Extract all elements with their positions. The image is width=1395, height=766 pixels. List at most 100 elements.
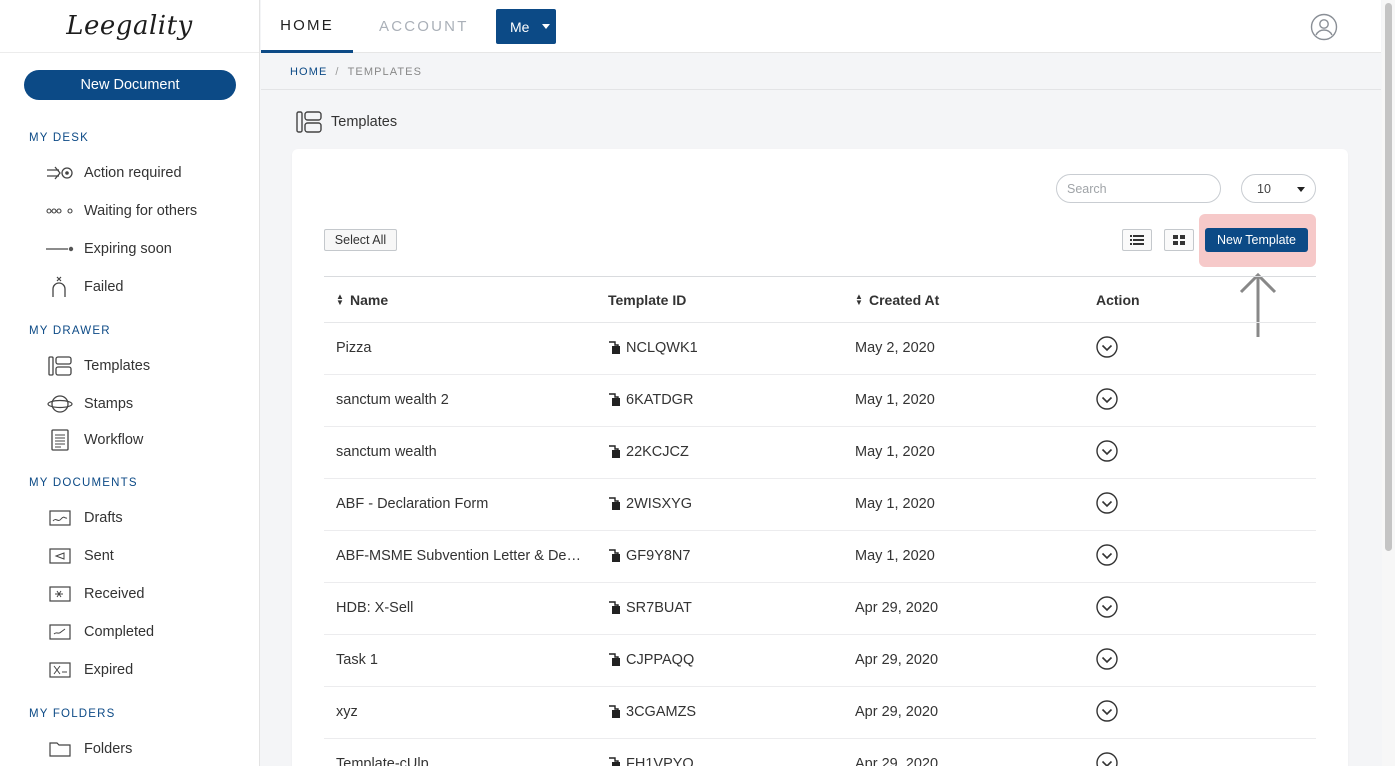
template-id-value: 3CGAMZS bbox=[626, 704, 697, 720]
sidebar-item-workflow[interactable]: Workflow bbox=[46, 429, 143, 451]
created-at: Apr 29, 2020 bbox=[855, 756, 939, 766]
copy-icon bbox=[609, 757, 620, 766]
breadcrumb-home[interactable]: HOME bbox=[290, 65, 328, 78]
sidebar-item-label: Templates bbox=[84, 358, 151, 374]
list-view-button[interactable] bbox=[1122, 229, 1152, 251]
header-label: Name bbox=[350, 292, 389, 308]
template-name[interactable]: Template-cUlp bbox=[336, 756, 429, 766]
arrow-target-icon bbox=[46, 162, 74, 184]
sidebar-item-templates[interactable]: Templates bbox=[46, 355, 150, 377]
folder-icon bbox=[46, 738, 74, 760]
table-row[interactable]: sanctum wealth 2 6KATDGR May 1, 2020 bbox=[324, 375, 1316, 427]
sidebar-item-sent[interactable]: Sent bbox=[46, 545, 114, 567]
template-name[interactable]: ABF - Declaration Form bbox=[336, 496, 489, 512]
sidebar-item-received[interactable]: Received bbox=[46, 583, 144, 605]
table-row[interactable]: Pizza NCLQWK1 May 2, 2020 bbox=[324, 323, 1316, 375]
header-label: Template ID bbox=[608, 292, 687, 308]
scrollbar[interactable] bbox=[1382, 0, 1395, 766]
table-header: ▲ ▼ Name Template ID ▲ ▼ Created At Action bbox=[324, 276, 1316, 323]
stamp-icon bbox=[46, 393, 74, 415]
search-input[interactable] bbox=[1056, 174, 1221, 203]
template-name[interactable]: sanctum wealth 2 bbox=[336, 392, 449, 408]
sidebar-item-expiring-soon[interactable]: Expiring soon bbox=[46, 238, 172, 260]
sidebar-item-drafts[interactable]: Drafts bbox=[46, 507, 123, 529]
template-name[interactable]: Task 1 bbox=[336, 652, 378, 668]
chevron-down-icon[interactable] bbox=[1095, 387, 1119, 411]
templates-icon bbox=[46, 355, 74, 377]
sidebar-item-label: Expiring soon bbox=[84, 241, 172, 257]
up-arrow-icon bbox=[1239, 272, 1277, 337]
logo[interactable]: Leegality bbox=[0, 0, 259, 53]
page-header: Templates bbox=[296, 110, 397, 134]
template-name[interactable]: Pizza bbox=[336, 340, 372, 356]
sidebar-item-expired[interactable]: Expired bbox=[46, 659, 133, 681]
chevron-down-icon[interactable] bbox=[1095, 699, 1119, 723]
me-dropdown-button[interactable]: Me bbox=[496, 9, 556, 44]
sidebar-item-waiting-for-others[interactable]: Waiting for others bbox=[46, 200, 197, 222]
sidebar-item-failed[interactable]: Failed bbox=[46, 276, 124, 298]
created-at: May 1, 2020 bbox=[855, 444, 935, 460]
section-title-my-desk: MY DESK bbox=[29, 132, 89, 144]
table-row[interactable]: Template-cUlp FH1VPYO Apr 29, 2020 bbox=[324, 739, 1316, 766]
header-name[interactable]: ▲ ▼ Name bbox=[336, 292, 388, 308]
table-row[interactable]: ABF - Declaration Form 2WISXYG May 1, 2020 bbox=[324, 479, 1316, 531]
template-id-value: 2WISXYG bbox=[626, 496, 693, 512]
table-row[interactable]: ABF-MSME Subvention Letter & Decl... GF9Y… bbox=[324, 531, 1316, 583]
tab-home[interactable]: HOME bbox=[261, 0, 353, 53]
sidebar-item-label: Received bbox=[84, 586, 145, 602]
chevron-down-icon[interactable] bbox=[1095, 595, 1119, 619]
section-title-my-drawer: MY DRAWER bbox=[29, 325, 111, 337]
me-label: Me bbox=[510, 18, 530, 35]
breadcrumb-current: TEMPLATES bbox=[347, 65, 423, 78]
copy-icon bbox=[609, 549, 620, 562]
template-name[interactable]: sanctum wealth bbox=[336, 444, 437, 460]
sidebar-item-completed[interactable]: Completed bbox=[46, 621, 154, 643]
scrollbar-thumb[interactable] bbox=[1385, 3, 1392, 551]
chevron-down-icon[interactable] bbox=[1095, 439, 1119, 463]
user-avatar-icon[interactable] bbox=[1310, 13, 1338, 41]
chevron-down-icon[interactable] bbox=[1095, 491, 1119, 515]
created-at: May 1, 2020 bbox=[855, 496, 935, 512]
sidebar-item-folders[interactable]: Folders bbox=[46, 738, 132, 760]
table-row[interactable]: Task 1 CJPPAQQ Apr 29, 2020 bbox=[324, 635, 1316, 687]
sidebar-item-label: Sent bbox=[84, 548, 114, 564]
new-document-button[interactable]: New Document bbox=[24, 70, 236, 100]
chevron-down-icon[interactable] bbox=[1095, 543, 1119, 567]
section-title-my-documents: MY DOCUMENTS bbox=[29, 477, 138, 489]
created-at: Apr 29, 2020 bbox=[855, 704, 939, 720]
chevron-down-icon[interactable] bbox=[1095, 751, 1119, 766]
template-id-value: CJPPAQQ bbox=[626, 652, 695, 668]
grid-view-button[interactable] bbox=[1164, 229, 1194, 251]
caret-down-icon bbox=[1297, 187, 1305, 192]
table-row[interactable]: sanctum wealth 22KCJCZ May 1, 2020 bbox=[324, 427, 1316, 479]
breadcrumb: HOME / TEMPLATES bbox=[261, 54, 1381, 90]
template-name[interactable]: xyz bbox=[336, 704, 358, 720]
chevron-down-icon[interactable] bbox=[1095, 335, 1119, 359]
template-name[interactable]: HDB: X-Sell bbox=[336, 600, 414, 616]
tab-account[interactable]: ACCOUNT bbox=[379, 18, 469, 35]
header-label: Action bbox=[1096, 292, 1140, 308]
template-id-value: FH1VPYO bbox=[626, 756, 694, 766]
template-id-value: 22KCJCZ bbox=[626, 444, 689, 460]
copy-icon bbox=[609, 341, 620, 354]
table-row[interactable]: HDB: X-Sell SR7BUAT Apr 29, 2020 bbox=[324, 583, 1316, 635]
template-id: CJPPAQQ bbox=[608, 652, 694, 668]
sidebar-item-label: Folders bbox=[84, 741, 133, 757]
copy-icon bbox=[609, 445, 620, 458]
sidebar-item-label: Stamps bbox=[84, 396, 134, 412]
created-at: May 1, 2020 bbox=[855, 548, 935, 564]
sidebar-item-action-required[interactable]: Action required bbox=[46, 162, 182, 184]
template-id: NCLQWK1 bbox=[608, 340, 698, 356]
template-id: GF9Y8N7 bbox=[608, 548, 690, 564]
template-id: FH1VPYO bbox=[608, 756, 694, 766]
sidebar-item-stamps[interactable]: Stamps bbox=[46, 393, 133, 415]
table-row[interactable]: xyz 3CGAMZS Apr 29, 2020 bbox=[324, 687, 1316, 739]
per-page-select[interactable]: 10 bbox=[1241, 174, 1316, 203]
created-at: May 2, 2020 bbox=[855, 340, 935, 356]
template-id-value: 6KATDGR bbox=[626, 392, 694, 408]
template-name[interactable]: ABF-MSME Subvention Letter & Decl... bbox=[336, 548, 581, 564]
header-created-at[interactable]: ▲ ▼ Created At bbox=[855, 292, 939, 308]
new-template-button[interactable]: New Template bbox=[1205, 228, 1308, 252]
select-all-button[interactable]: Select All bbox=[324, 229, 397, 251]
chevron-down-icon[interactable] bbox=[1095, 647, 1119, 671]
